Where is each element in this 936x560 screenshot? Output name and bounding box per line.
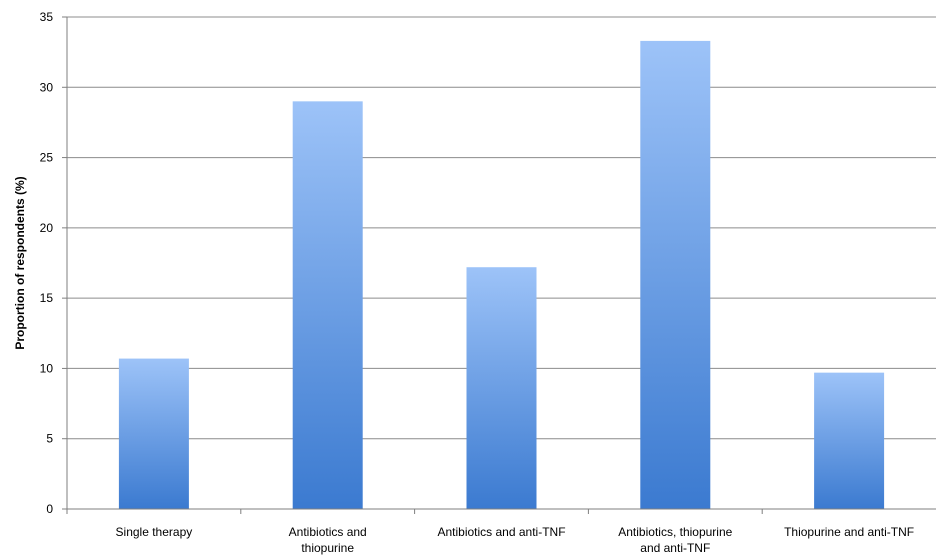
bar: [118, 358, 189, 509]
y-axis-title: Proportion of respondents (%): [13, 176, 27, 349]
bars: [118, 40, 885, 509]
y-tick-label: 30: [40, 80, 54, 94]
bar: [814, 372, 885, 509]
x-tick-label: Antibiotics and: [289, 525, 367, 539]
y-tick-label: 35: [40, 10, 54, 24]
y-tick-labels: 0 5 10 15 20 25 30 35: [40, 10, 54, 516]
x-tick-label: thiopurine: [301, 541, 354, 555]
x-tick-label: Single therapy: [116, 525, 193, 539]
axes: [66, 17, 936, 514]
bar: [466, 267, 537, 509]
y-tick-label: 25: [40, 151, 54, 165]
y-tick-label: 5: [46, 432, 53, 446]
bar: [640, 40, 711, 509]
y-tick-label: 20: [40, 221, 54, 235]
x-tick-labels: Single therapy Antibiotics and thiopurine A…: [116, 525, 915, 555]
x-tick-label: Antibiotics, thiopurine: [618, 525, 732, 539]
x-tick-label: Thiopurine and anti-TNF: [784, 525, 914, 539]
x-tick-label: Antibiotics and anti-TNF: [437, 525, 565, 539]
x-tick-label: and anti-TNF: [640, 541, 710, 555]
y-tick-label: 0: [46, 502, 53, 516]
y-tick-label: 15: [40, 291, 54, 305]
y-tick-label: 10: [40, 361, 54, 375]
bar: [292, 101, 363, 509]
